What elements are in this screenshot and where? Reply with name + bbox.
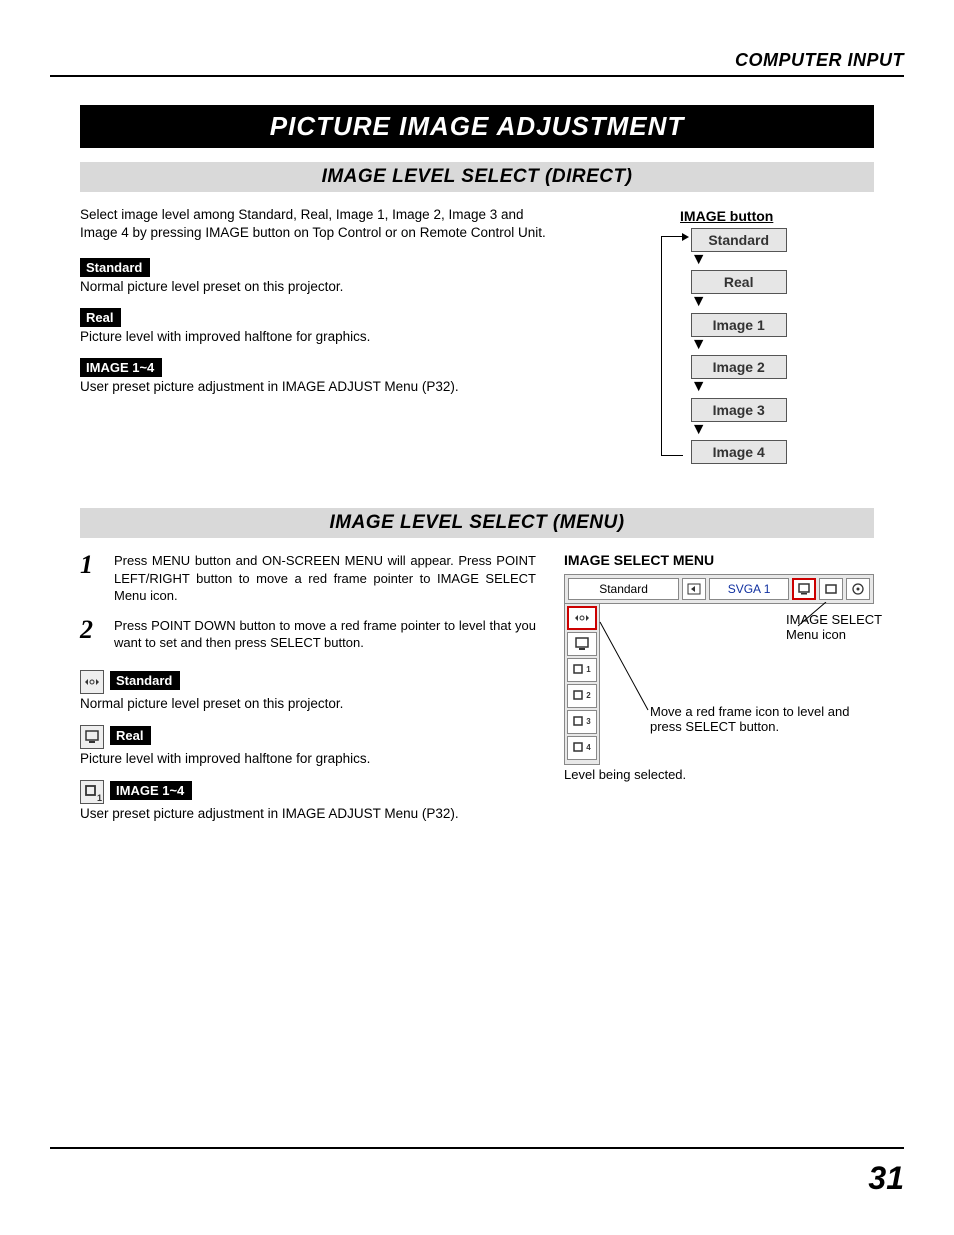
menu-side-item: 3 [567, 710, 597, 734]
direct-item-standard: Standard Normal picture level preset on … [80, 258, 551, 294]
menu-item-standard: Standard Normal picture level preset on … [80, 670, 536, 711]
direct-item-image14: IMAGE 1~4 User preset picture adjustment… [80, 358, 551, 394]
step-number: 2 [80, 617, 100, 652]
menu-resolution: SVGA 1 [709, 578, 789, 600]
black-label: IMAGE 1~4 [110, 781, 192, 800]
black-label: Standard [80, 258, 150, 277]
black-label: Standard [110, 671, 180, 690]
flow-box: Image 3 [691, 398, 787, 422]
step-number: 1 [80, 552, 100, 605]
flow-title: IMAGE button [680, 208, 773, 224]
step-1: 1 Press MENU button and ON-SCREEN MENU w… [80, 552, 536, 605]
flow-box: Image 4 [691, 440, 787, 464]
black-label: IMAGE 1~4 [80, 358, 162, 377]
label-desc: Picture level with improved halftone for… [80, 751, 536, 766]
menu-side-item: 2 [567, 684, 597, 708]
step-2: 2 Press POINT DOWN button to move a red … [80, 617, 536, 652]
menu-input-icon [682, 578, 706, 600]
real-icon [80, 725, 104, 749]
flow-box: Image 2 [691, 355, 787, 379]
menu-setting-icon [846, 578, 870, 600]
main-title: PICTURE IMAGE ADJUSTMENT [80, 105, 874, 148]
arrow-down-icon: ▼ [691, 295, 787, 309]
flow-box: Standard [691, 228, 787, 252]
menu-image-select-icon [792, 578, 816, 600]
menu-top-bar: Standard SVGA 1 [564, 574, 874, 604]
menu-side-list: 1 2 3 4 [564, 604, 600, 765]
menu-item-real: Real Picture level with improved halfton… [80, 725, 536, 766]
flow-box: Real [691, 270, 787, 294]
direct-intro: Select image level among Standard, Real,… [80, 206, 551, 242]
label-desc: Normal picture level preset on this proj… [80, 696, 536, 711]
menu-side-item [567, 632, 597, 656]
step-text: Press POINT DOWN button to move a red fr… [114, 617, 536, 652]
menu-side-item: 4 [567, 736, 597, 760]
arrow-down-icon: ▼ [691, 338, 787, 352]
label-desc: User preset picture adjustment in IMAGE … [80, 379, 551, 394]
flow-diagram: IMAGE button Standard ▼ Real ▼ Image 1 ▼… [579, 206, 874, 464]
menu-adjust-icon [819, 578, 843, 600]
image-select-menu-heading: IMAGE SELECT MENU [564, 552, 874, 568]
label-desc: Normal picture level preset on this proj… [80, 279, 551, 294]
label-desc: Picture level with improved halftone for… [80, 329, 551, 344]
callout-move-frame: Move a red frame icon to level and press… [650, 704, 860, 734]
section-direct-title: IMAGE LEVEL SELECT (DIRECT) [80, 162, 874, 192]
header-section-title: COMPUTER INPUT [50, 50, 904, 77]
flow-loop-line [661, 236, 683, 456]
arrow-down-icon: ▼ [691, 253, 787, 267]
direct-item-real: Real Picture level with improved halfton… [80, 308, 551, 344]
arrow-down-icon: ▼ [691, 380, 787, 394]
black-label: Real [80, 308, 121, 327]
step-text: Press MENU button and ON-SCREEN MENU wil… [114, 552, 536, 605]
menu-side-item: 1 [567, 658, 597, 682]
caption-level-selected: Level being selected. [564, 767, 874, 782]
menu-mode-name: Standard [568, 578, 679, 600]
arrow-down-icon: ▼ [691, 423, 787, 437]
standard-icon [80, 670, 104, 694]
black-label: Real [110, 726, 151, 745]
label-desc: User preset picture adjustment in IMAGE … [80, 806, 536, 821]
flow-box: Image 1 [691, 313, 787, 337]
menu-side-item [567, 606, 597, 630]
section-menu-title: IMAGE LEVEL SELECT (MENU) [80, 508, 874, 538]
image-preset-icon: 1 [80, 780, 104, 804]
menu-item-image14: 1 IMAGE 1~4 User preset picture adjustme… [80, 780, 536, 821]
callout-image-select-icon: IMAGE SELECT Menu icon [786, 612, 896, 642]
page-number: 31 [868, 1160, 904, 1197]
footer-rule [50, 1147, 904, 1149]
menu-screenshot: Standard SVGA 1 [564, 574, 874, 782]
